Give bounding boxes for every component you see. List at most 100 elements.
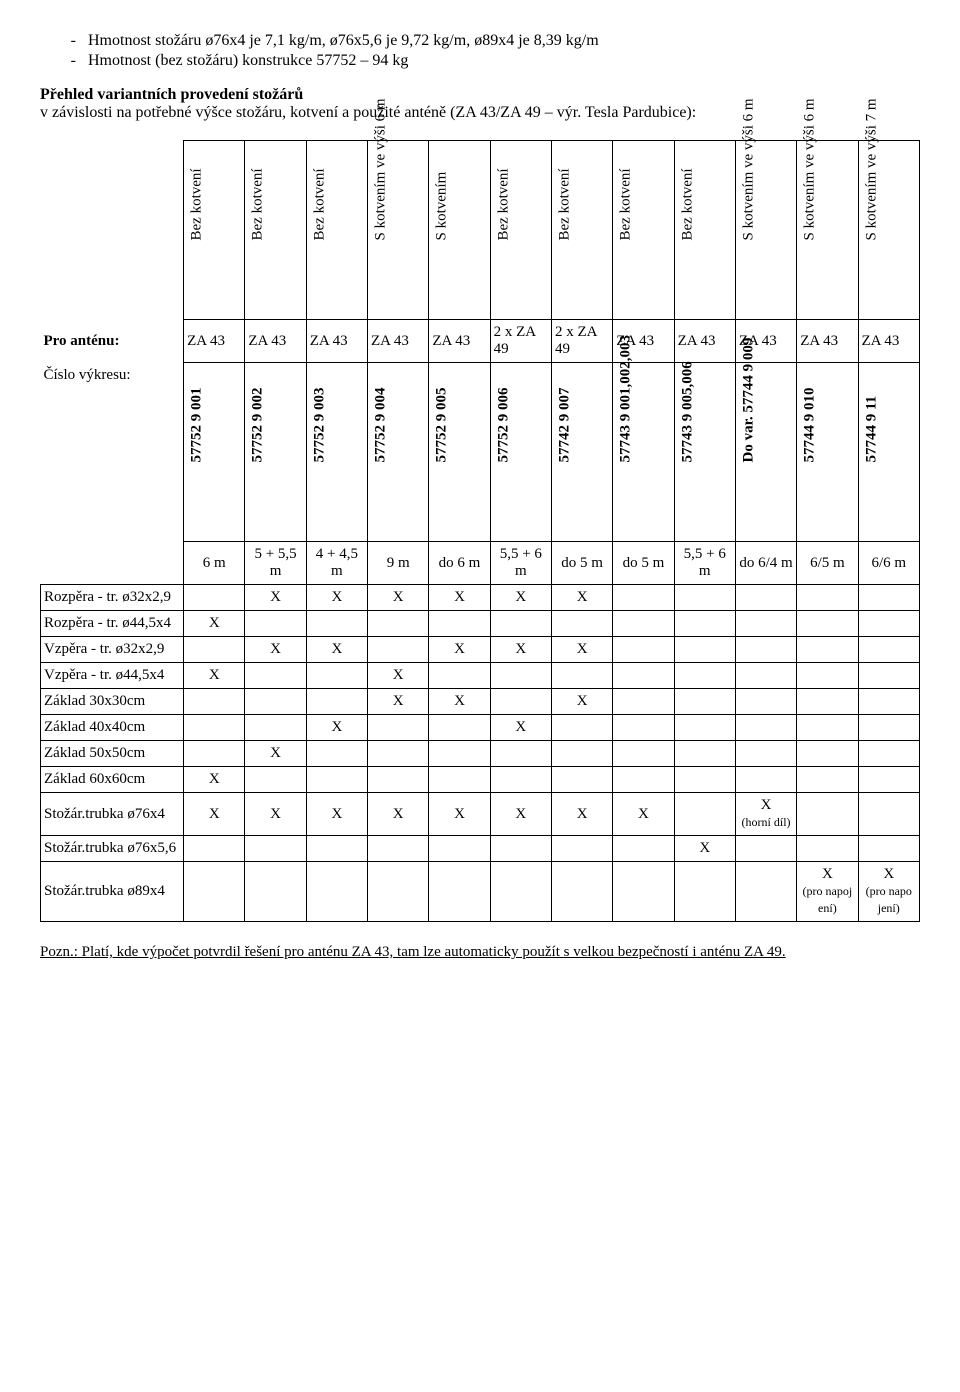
cell-main: X xyxy=(761,797,772,813)
drawing-1: 57752 9 001 xyxy=(189,387,205,462)
cell xyxy=(674,715,735,741)
cell: X (pro napoj ení) xyxy=(797,862,858,922)
cell xyxy=(735,767,796,793)
cell xyxy=(674,585,735,611)
cell xyxy=(735,585,796,611)
cell: X xyxy=(551,637,612,663)
cell xyxy=(245,689,306,715)
height-5: do 6 m xyxy=(429,542,490,585)
cell xyxy=(490,689,551,715)
antenna-11: ZA 43 xyxy=(797,320,858,363)
cell xyxy=(735,611,796,637)
cell xyxy=(245,836,306,862)
antenna-2: ZA 43 xyxy=(245,320,306,363)
drawing-row-label: Číslo výkresu: xyxy=(41,363,184,542)
cell xyxy=(551,663,612,689)
cell: X xyxy=(184,663,245,689)
drawing-12: 57744 9 11 xyxy=(863,395,879,462)
drawing-9: 57743 9 005,006 xyxy=(679,361,695,462)
cell xyxy=(797,836,858,862)
cell xyxy=(184,585,245,611)
antenna-row-label: Pro anténu: xyxy=(44,333,120,349)
row-anchoring: Bez kotvení Bez kotvení Bez kotvení S ko… xyxy=(41,141,920,320)
cell xyxy=(613,836,674,862)
antenna-12: ZA 43 xyxy=(858,320,919,363)
row-zaklad-40: Základ 40x40cm X X xyxy=(41,715,920,741)
cell xyxy=(368,741,429,767)
cell xyxy=(613,637,674,663)
height-9: 5,5 + 6 m xyxy=(674,542,735,585)
row-label: Stožár.trubka ø76x5,6 xyxy=(41,836,184,862)
cell xyxy=(674,663,735,689)
cell: X xyxy=(551,793,612,836)
cell xyxy=(735,637,796,663)
cell: X xyxy=(490,793,551,836)
cell: X xyxy=(429,585,490,611)
cell xyxy=(858,585,919,611)
cell xyxy=(735,741,796,767)
variant-table: Bez kotvení Bez kotvení Bez kotvení S ko… xyxy=(40,140,920,922)
cell xyxy=(306,836,367,862)
cell xyxy=(429,715,490,741)
cell xyxy=(490,741,551,767)
row-label: Základ 60x60cm xyxy=(41,767,184,793)
cell: X xyxy=(245,793,306,836)
height-1: 6 m xyxy=(184,542,245,585)
row-vzpera-44: Vzpěra - tr. ø44,5x4 X X xyxy=(41,663,920,689)
hdr-anchoring-4: S kotvením ve výši 6 m xyxy=(373,220,390,240)
cell xyxy=(735,663,796,689)
hdr-anchoring-3: Bez kotvení xyxy=(311,220,328,240)
row-rozpera-32: Rozpěra - tr. ø32x2,9 X X X X X X xyxy=(41,585,920,611)
cell xyxy=(674,611,735,637)
cell xyxy=(184,637,245,663)
cell: X xyxy=(306,637,367,663)
row-stozar-89x4: Stožár.trubka ø89x4 X (pro napoj ení) X … xyxy=(41,862,920,922)
row-label: Stožár.trubka ø89x4 xyxy=(41,862,184,922)
cell xyxy=(858,663,919,689)
cell xyxy=(184,715,245,741)
cell: X xyxy=(184,793,245,836)
cell: X xyxy=(551,585,612,611)
cell xyxy=(797,715,858,741)
height-4: 9 m xyxy=(368,542,429,585)
cell xyxy=(797,611,858,637)
cell xyxy=(490,836,551,862)
cell xyxy=(797,663,858,689)
drawing-11: 57744 9 010 xyxy=(802,387,818,462)
cell xyxy=(613,715,674,741)
cell xyxy=(368,715,429,741)
cell xyxy=(184,689,245,715)
cell xyxy=(674,767,735,793)
cell: X xyxy=(306,585,367,611)
footnote-text: Platí, kde výpočet potvrdil řešení pro a… xyxy=(78,944,786,960)
cell xyxy=(245,715,306,741)
height-7: do 5 m xyxy=(551,542,612,585)
row-zaklad-30: Základ 30x30cm X X X xyxy=(41,689,920,715)
cell xyxy=(674,637,735,663)
cell xyxy=(184,741,245,767)
cell: X (horní díl) xyxy=(735,793,796,836)
cell xyxy=(858,689,919,715)
drawing-7: 57742 9 007 xyxy=(556,387,572,462)
cell xyxy=(551,611,612,637)
cell xyxy=(674,793,735,836)
cell: X xyxy=(429,793,490,836)
cell: X xyxy=(368,585,429,611)
hdr-anchoring-8: Bez kotvení xyxy=(618,220,635,240)
drawing-10: Do var. 57744 9 009 xyxy=(740,337,756,462)
cell xyxy=(551,715,612,741)
cell: X xyxy=(490,585,551,611)
cell-main: X xyxy=(883,866,894,882)
cell: X xyxy=(184,611,245,637)
cell xyxy=(735,689,796,715)
cell: X xyxy=(368,689,429,715)
row-label: Vzpěra - tr. ø44,5x4 xyxy=(41,663,184,689)
cell: X xyxy=(245,741,306,767)
cell xyxy=(858,637,919,663)
row-label: Rozpěra - tr. ø44,5x4 xyxy=(41,611,184,637)
bullet-weight-mast: Hmotnost stožáru ø76x4 je 7,1 kg/m, ø76x… xyxy=(88,32,920,50)
height-2: 5 + 5,5 m xyxy=(245,542,306,585)
cell: X xyxy=(674,836,735,862)
row-antenna: Pro anténu: ZA 43 ZA 43 ZA 43 ZA 43 ZA 4… xyxy=(41,320,920,363)
row-label: Vzpěra - tr. ø32x2,9 xyxy=(41,637,184,663)
